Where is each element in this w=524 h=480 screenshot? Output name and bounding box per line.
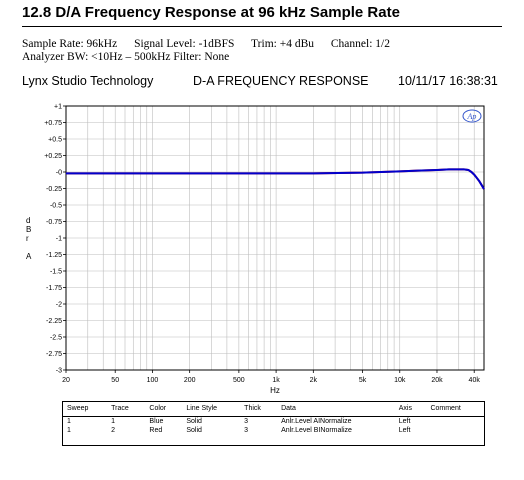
y-axis-label-a: A [26, 252, 32, 261]
analyzer-settings: Analyzer BW: <10Hz – 500kHz Filter: None [22, 51, 230, 63]
y-axis-label-r: r [26, 234, 29, 243]
trace-cell: 2 [111, 427, 116, 434]
channel-text: Channel: 1/2 [330, 38, 390, 50]
audio-precision-logo: Ap [462, 109, 482, 123]
y-tick-label: -2.25 [46, 318, 62, 325]
col-comment: Comment [426, 401, 485, 417]
chart-series [66, 168, 485, 190]
y-tick-label: -1.5 [50, 269, 62, 276]
sweep-cell: 1 [67, 418, 71, 425]
y-tick-label: +0.25 [44, 153, 62, 160]
data-cell: Anlr.Level BINormalize [281, 427, 352, 434]
col-sweep: Sweep [62, 401, 108, 417]
x-tick-label: 500 [233, 377, 245, 384]
y-tick-label: -0.75 [46, 219, 62, 226]
y-tick-label: -2.75 [46, 351, 62, 358]
y-tick-label: -2 [56, 302, 62, 309]
thick-cell: 3 [244, 427, 249, 434]
col-color: Color [145, 401, 183, 417]
line-style-cell: Solid [186, 427, 202, 434]
logo-text: Ap [467, 112, 477, 121]
heading-rule [22, 26, 502, 27]
trim-text: Trim: +4 dBu [251, 38, 314, 50]
y-tick-label: -1.75 [46, 285, 62, 292]
color-cell: Red [149, 427, 163, 434]
y-tick-label: +0.75 [44, 120, 62, 127]
y-tick-label: -1 [56, 236, 62, 243]
company-name: Lynx Studio Technology [22, 74, 154, 88]
axis-cell: Left [398, 418, 411, 425]
x-tick-label: 40k [469, 377, 481, 384]
y-tick-label: -1.25 [46, 252, 62, 259]
col-data: Data [277, 401, 395, 417]
y-tick-label: +0.5 [48, 137, 62, 144]
y-tick-label: -0 [56, 170, 62, 177]
measurement-settings: Sample Rate: 96kHz Signal Level: -1dBFS … [22, 38, 404, 50]
data-cell: Anlr.Level AINormalize [281, 418, 352, 425]
x-axis-label: Hz [270, 386, 280, 395]
y-tick-label: -0.25 [46, 186, 62, 193]
signal-level-text: Signal Level: -1dBFS [134, 38, 235, 50]
col-axis: Axis [394, 401, 427, 417]
table-row: 1 1 Blue Solid 3 Anlr.Level AINormalize … [63, 417, 485, 427]
col-line-style: Line Style [182, 401, 241, 417]
col-thick: Thick [240, 401, 278, 417]
color-cell: Blue [149, 418, 164, 425]
x-tick-label: 2k [310, 377, 318, 384]
series-line [66, 168, 485, 190]
table-row: 1 2 Red Solid 3 Anlr.Level BINormalize L… [63, 426, 485, 446]
thick-cell: 3 [244, 418, 249, 425]
y-tick-label: +1 [54, 104, 62, 111]
chart-title: D-A FREQUENCY RESPONSE [193, 74, 369, 88]
frequency-response-chart: +1 +0.75 +0.5 +0.25 -0 -0.25 -0.5 -0.75 -1 -1.25 -… [44, 104, 485, 395]
comment-cell [426, 417, 484, 427]
trace-cell: 1 [111, 418, 116, 425]
x-tick-label: 5k [359, 377, 367, 384]
x-tick-label: 1k [272, 377, 280, 384]
sweep-cell: 1 [67, 427, 71, 434]
axis-cell: Left [398, 427, 411, 434]
chart-ticks: +1 +0.75 +0.5 +0.25 -0 -0.25 -0.5 -0.75 -1 -1.25 -… [44, 104, 480, 385]
x-tick-label: 200 [184, 377, 196, 384]
x-tick-label: 10k [394, 377, 406, 384]
chart-datetime: 10/11/17 16:38:31 [398, 74, 498, 88]
y-tick-label: -2.5 [50, 335, 62, 342]
y-tick-label: -0.5 [50, 203, 62, 210]
x-tick-label: 20 [62, 377, 70, 384]
y-tick-label: -3 [56, 368, 62, 375]
y-axis-label-b: B [26, 225, 32, 234]
sweep-table: Sweep Trace Color Line Style Thick Data … [62, 401, 485, 446]
sample-rate-text: Sample Rate: 96kHz [22, 38, 118, 50]
y-axis-label-d: d [26, 216, 31, 225]
sweep-table-header: Sweep Trace Color Line Style Thick Data … [62, 401, 485, 417]
x-tick-label: 100 [147, 377, 159, 384]
col-trace: Trace [107, 401, 146, 417]
page-heading: 12.8 D/A Frequency Response at 96 kHz Sa… [22, 4, 400, 21]
line-style-cell: Solid [186, 418, 202, 425]
chart-grid [65, 105, 484, 371]
x-tick-label: 20k [431, 377, 443, 384]
x-tick-label: 50 [111, 377, 119, 384]
comment-cell [426, 426, 484, 446]
